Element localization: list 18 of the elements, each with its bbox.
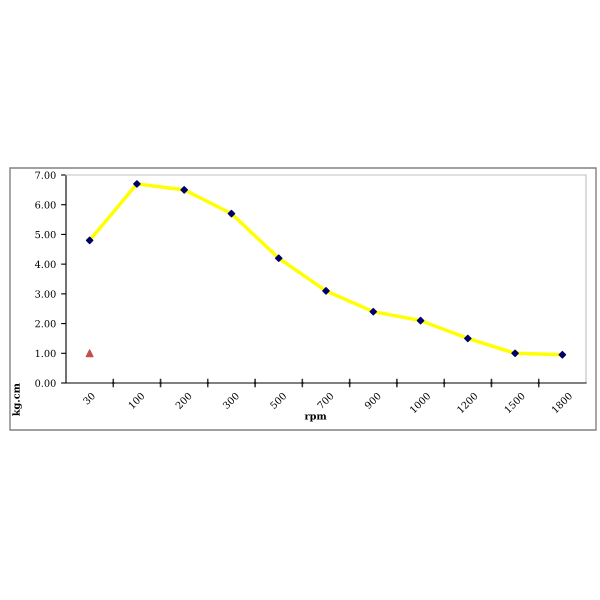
y-axis-title: kg.cm: [12, 383, 22, 416]
x-tick-label: 500: [270, 392, 287, 410]
x-tick-label: 300: [222, 392, 240, 410]
y-tick-label: 6.00: [35, 201, 56, 209]
x-tick-label: 100: [128, 392, 146, 409]
y-tick-label: 3.00: [35, 290, 56, 298]
x-tick-label: 30: [82, 392, 96, 405]
y-tick-label: 5.00: [35, 230, 56, 238]
x-tick-label: 700: [316, 392, 334, 410]
x-tick-label: 200: [174, 392, 192, 410]
x-axis-title: rpm: [304, 414, 326, 422]
y-tick-label: 1.00: [36, 350, 56, 358]
point: [86, 349, 94, 358]
y-tick-label: 2.00: [35, 320, 56, 328]
y-tick-label: 4.00: [34, 260, 56, 268]
y-tick-label: 7.00: [35, 171, 56, 179]
y-tick-label: 0.00: [35, 379, 56, 387]
x-tick-label: 900: [364, 392, 382, 410]
